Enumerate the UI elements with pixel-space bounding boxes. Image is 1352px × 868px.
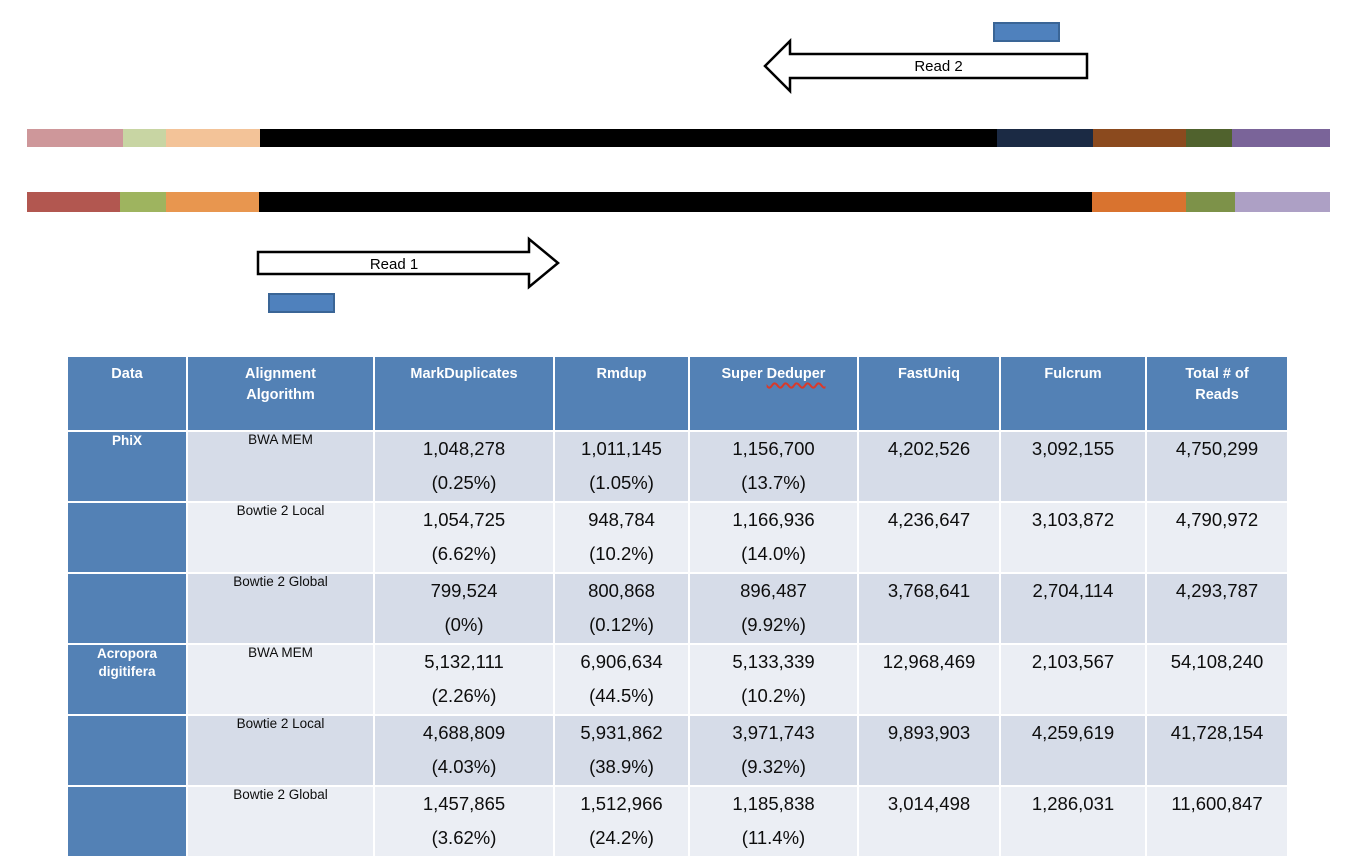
total-reads-cell: 4,790,972 — [1147, 503, 1287, 572]
row-label-cell — [68, 716, 186, 785]
fragment-segment-rose — [27, 129, 123, 147]
row-label-cell: Acropora digitifera — [68, 645, 186, 714]
read1-arrow — [256, 236, 561, 290]
markduplicates-cell: 1,457,865 (3.62%) — [375, 787, 553, 856]
super-deduper-cell: 3,971,743 (9.32%) — [690, 716, 857, 785]
adapter-block-bottom — [268, 293, 335, 313]
markduplicates-cell: 1,054,725 (6.62%) — [375, 503, 553, 572]
super-deduper-cell: 1,185,838 (11.4%) — [690, 787, 857, 856]
read2-arrow-label: Read 2 — [914, 57, 963, 75]
header-alignment-algorithm: Alignment Algorithm — [188, 357, 373, 430]
rmdup-cell: 1,011,145 (1.05%) — [555, 432, 688, 501]
header-markduplicates: MarkDuplicates — [375, 357, 553, 430]
row-label-cell: PhiX — [68, 432, 186, 501]
fulcrum-cell: 3,103,872 — [1001, 503, 1145, 572]
fragment-segment-peach — [166, 129, 260, 147]
fragment-segment-light-green — [123, 129, 166, 147]
markduplicates-cell: 1,048,278 (0.25%) — [375, 432, 553, 501]
fragment-segment-dark-green — [1186, 129, 1232, 147]
total-reads-cell: 41,728,154 — [1147, 716, 1287, 785]
row-label-cell — [68, 503, 186, 572]
fragment-segment-orange — [166, 192, 259, 212]
header-rmdup: Rmdup — [555, 357, 688, 430]
rmdup-cell: 6,906,634 (44.5%) — [555, 645, 688, 714]
super-deduper-cell: 1,156,700 (13.7%) — [690, 432, 857, 501]
table-header-row: Data Alignment Algorithm MarkDuplicates … — [68, 357, 1287, 430]
markduplicates-cell: 4,688,809 (4.03%) — [375, 716, 553, 785]
fragment-segment-lavender — [1235, 192, 1330, 212]
table-row: Bowtie 2 Local 4,688,809 (4.03%) 5,931,86… — [68, 716, 1287, 785]
table-row: Bowtie 2 Global 799,524 (0%) 800,868 (0.12… — [68, 574, 1287, 643]
header-super-deduper: Super Deduper — [690, 357, 857, 430]
algorithm-cell: BWA MEM — [188, 645, 373, 714]
adapter-block-top — [993, 22, 1060, 42]
markduplicates-cell: 5,132,111 (2.26%) — [375, 645, 553, 714]
row-label-cell — [68, 787, 186, 856]
total-reads-cell: 11,600,847 — [1147, 787, 1287, 856]
read2-arrow — [762, 37, 1090, 95]
rmdup-cell: 1,512,966 (24.2%) — [555, 787, 688, 856]
super-deduper-cell: 1,166,936 (14.0%) — [690, 503, 857, 572]
algorithm-cell: BWA MEM — [188, 432, 373, 501]
markduplicates-cell: 799,524 (0%) — [375, 574, 553, 643]
fragment-segment-brick-red — [27, 192, 120, 212]
fragment-segment-navy — [997, 129, 1093, 147]
algorithm-cell: Bowtie 2 Local — [188, 503, 373, 572]
row-label-cell — [68, 574, 186, 643]
table-row: Acropora digitifera BWA MEM 5,132,111 (2.… — [68, 645, 1287, 714]
algorithm-cell: Bowtie 2 Global — [188, 574, 373, 643]
read1-arrow-label: Read 1 — [369, 255, 419, 273]
fulcrum-cell: 2,704,114 — [1001, 574, 1145, 643]
fulcrum-cell: 3,092,155 — [1001, 432, 1145, 501]
misspelled-word: Deduper — [766, 366, 826, 382]
rmdup-cell: 948,784 (10.2%) — [555, 503, 688, 572]
fastuniq-cell: 3,768,641 — [859, 574, 999, 643]
algorithm-cell: Bowtie 2 Local — [188, 716, 373, 785]
fastuniq-cell: 9,893,903 — [859, 716, 999, 785]
fragment-bar-bottom — [27, 192, 1330, 212]
total-reads-cell: 4,293,787 — [1147, 574, 1287, 643]
fragment-segment-purple — [1232, 129, 1330, 147]
fragment-bar-top — [27, 129, 1330, 147]
super-deduper-cell: 896,487 (9.92%) — [690, 574, 857, 643]
header-fastuniq: FastUniq — [859, 357, 999, 430]
header-fulcrum: Fulcrum — [1001, 357, 1145, 430]
fragment-segment-black-insert — [260, 129, 997, 147]
read1-arrow-shape — [256, 236, 560, 290]
table-row: Bowtie 2 Local 1,054,725 (6.62%) 948,784(… — [68, 503, 1287, 572]
fastuniq-cell: 3,014,498 — [859, 787, 999, 856]
rmdup-cell: 800,868 (0.12%) — [555, 574, 688, 643]
fragment-segment-brown — [1093, 129, 1186, 147]
total-reads-cell: 54,108,240 — [1147, 645, 1287, 714]
fulcrum-cell: 4,259,619 — [1001, 716, 1145, 785]
deduplication-results-table: Data Alignment Algorithm MarkDuplicates … — [66, 355, 1289, 858]
fragment-segment-green — [120, 192, 166, 212]
fulcrum-cell: 1,286,031 — [1001, 787, 1145, 856]
fragment-segment-olive — [1186, 192, 1235, 212]
header-data: Data — [68, 357, 186, 430]
fastuniq-cell: 4,202,526 — [859, 432, 999, 501]
total-reads-cell: 4,750,299 — [1147, 432, 1287, 501]
algorithm-cell: Bowtie 2 Global — [188, 787, 373, 856]
super-deduper-cell: 5,133,339 (10.2%) — [690, 645, 857, 714]
table-row: PhiX BWA MEM 1,048,278 (0.25%) 1,011,145(… — [68, 432, 1287, 501]
table-row: Bowtie 2 Global 1,457,865 (3.62%) 1,512,9… — [68, 787, 1287, 856]
fragment-segment-black-insert — [259, 192, 1092, 212]
header-total-reads: Total # of Reads — [1147, 357, 1287, 430]
fulcrum-cell: 2,103,567 — [1001, 645, 1145, 714]
fastuniq-cell: 4,236,647 — [859, 503, 999, 572]
read2-arrow-shape — [763, 37, 1089, 95]
rmdup-cell: 5,931,862 (38.9%) — [555, 716, 688, 785]
fastuniq-cell: 12,968,469 — [859, 645, 999, 714]
fragment-segment-dark-orange — [1092, 192, 1186, 212]
